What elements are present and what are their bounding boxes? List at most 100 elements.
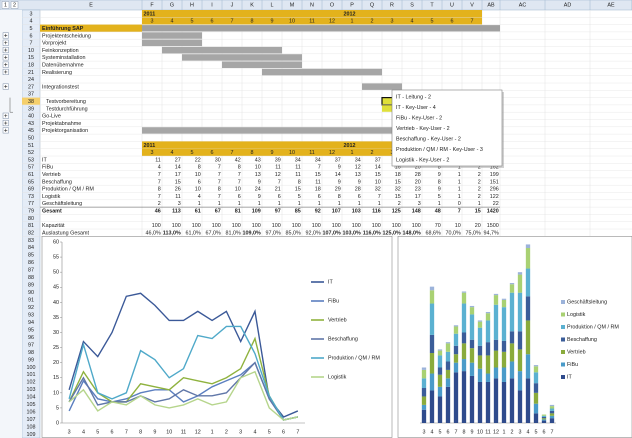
- cell-value: 7: [218, 179, 221, 185]
- bar-segment: [485, 313, 491, 321]
- x-tick-label: 5: [439, 429, 442, 435]
- popup-item: Logistik - Key-User - 2: [396, 157, 449, 163]
- bar-segment: [541, 419, 547, 421]
- popup-item: Produktion / QM / RM - Key-User - 3: [396, 147, 483, 153]
- cell-value: 100: [332, 223, 341, 229]
- resource-name: Beschaffung: [42, 179, 72, 185]
- legend-label: Geschäftsleitung: [567, 299, 607, 305]
- cell-value: 11: [275, 165, 281, 171]
- outline-level-label: 1: [4, 3, 7, 9]
- row-number: 27: [28, 84, 34, 90]
- cell-value: 15: [475, 208, 481, 214]
- cell-value: 9: [258, 194, 261, 200]
- cell-value: 100: [192, 223, 201, 229]
- cell-value: 1: [358, 201, 361, 207]
- bar-segment: [445, 386, 451, 423]
- bar-segment: [453, 372, 459, 423]
- cell-value: 9: [438, 172, 441, 178]
- row-number: 107: [27, 417, 36, 423]
- row-total: 94,7%: [484, 230, 499, 236]
- cell-value: 100: [212, 223, 221, 229]
- cell-value: 15: [175, 179, 181, 185]
- column-header-bar: [0, 0, 632, 11]
- cell-value: 100: [312, 223, 321, 229]
- cell-value: 17: [175, 172, 181, 178]
- x-tick-label: 7: [551, 429, 554, 435]
- column-letter: AB: [487, 3, 495, 9]
- task-name: Vorprojekt: [42, 41, 67, 47]
- y-tick-label: 15: [53, 375, 59, 381]
- bar-segment: [493, 378, 499, 423]
- bar-segment: [509, 331, 515, 344]
- cell-value: 61: [195, 208, 201, 214]
- cell-value: 100: [372, 223, 381, 229]
- cell-value: 26: [175, 187, 181, 193]
- phase-title: Einführung SAP: [42, 26, 84, 32]
- cell-value: 43: [255, 157, 261, 163]
- bar-segment: [477, 321, 483, 328]
- outline-level-button[interactable]: [1, 1, 10, 9]
- legend-label: Beschaffung: [567, 337, 597, 343]
- row-number: 15: [28, 55, 34, 61]
- row-total: 1420: [487, 208, 499, 214]
- x-tick-label: 7: [296, 429, 299, 435]
- month-label: 10: [289, 150, 295, 156]
- cell-value: 48: [435, 208, 441, 214]
- column-letter: V: [470, 3, 474, 9]
- x-tick-label: 3: [239, 429, 242, 435]
- cell-value: 1: [278, 201, 281, 207]
- bar-segment: [533, 383, 539, 393]
- column-letter: L: [271, 3, 274, 9]
- cell-value: 11: [295, 172, 301, 178]
- row-number: 37: [28, 92, 34, 98]
- cell-value: 7: [158, 194, 161, 200]
- cell-value: 22: [195, 157, 201, 163]
- cell-value: 2: [478, 165, 481, 171]
- x-tick-label: 7: [125, 429, 128, 435]
- bar-segment: [477, 355, 483, 369]
- task-bar: [142, 127, 482, 134]
- y-tick-label: 40: [53, 300, 59, 306]
- bar-segment: [429, 303, 435, 335]
- bar-segment: [429, 334, 435, 354]
- y-tick-label: 20: [53, 360, 59, 366]
- task-name: Testvorbereitung: [46, 99, 86, 105]
- row-number: 86: [28, 260, 34, 266]
- bar-segment: [493, 350, 499, 368]
- bar-segment: [445, 369, 451, 379]
- expand-plus: [4, 33, 8, 37]
- column-letter: AE: [607, 3, 615, 9]
- cell-value: 42: [235, 157, 241, 163]
- y-tick-label: 35: [53, 315, 59, 321]
- cell-value: 113,0%: [163, 230, 181, 236]
- cell-value: 1: [378, 201, 381, 207]
- row-number: 65: [28, 179, 34, 185]
- resource-name: Geschäftsleitung: [42, 201, 82, 207]
- cell-value: 20: [475, 223, 481, 229]
- row-number: 91: [28, 298, 34, 304]
- cell-value: 1: [458, 172, 461, 178]
- resource-name: FiBu: [42, 165, 53, 171]
- year-band: [142, 148, 482, 156]
- cell-value: 9: [438, 187, 441, 193]
- row-total: 1500: [487, 223, 499, 229]
- bar-segment: [453, 325, 459, 327]
- cell-value: 11: [155, 157, 161, 163]
- bar-segment: [533, 372, 539, 384]
- cell-value: 10: [375, 179, 381, 185]
- cell-value: 148: [412, 208, 421, 214]
- x-tick-label: 3: [68, 429, 71, 435]
- cell-value: 8: [298, 179, 301, 185]
- task-name: Testdurchführung: [46, 106, 88, 112]
- bar-segment: [533, 366, 539, 373]
- bar-segment: [453, 345, 459, 355]
- legend-swatch: [561, 312, 565, 317]
- cell-value: 10: [195, 172, 201, 178]
- month-label: 4: [411, 19, 414, 25]
- x-tick-label: 4: [253, 429, 256, 435]
- outline-level-button[interactable]: [10, 1, 19, 9]
- column-letter: T: [430, 3, 434, 9]
- bar-segment: [461, 332, 467, 344]
- resource-name: Produktion / QM / RM: [42, 187, 94, 193]
